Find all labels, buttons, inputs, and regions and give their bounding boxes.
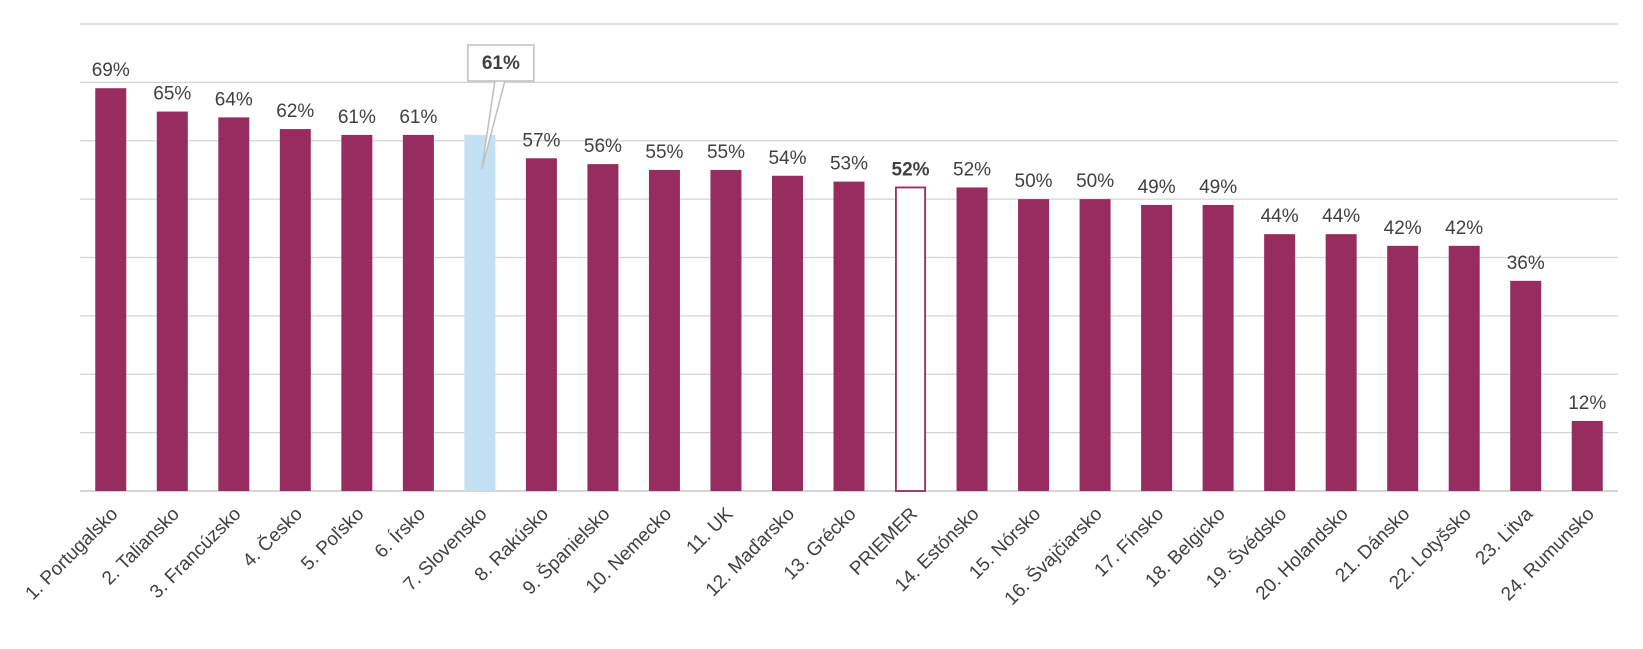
data-labels: 69% 65% 64% 62% 61% 61% 57% 56% 55% 55% 54% 53% 52% 5… — [92, 60, 1607, 414]
bar — [1510, 280, 1542, 491]
x-tick-label: 4. Česko — [238, 503, 307, 572]
bar — [156, 111, 188, 491]
bar — [833, 181, 865, 492]
bar — [1571, 420, 1603, 491]
data-label: 57% — [522, 130, 560, 151]
bar — [279, 129, 311, 491]
data-label: 49% — [1199, 177, 1237, 198]
data-label: 50% — [1076, 171, 1114, 192]
data-label: 55% — [645, 142, 683, 163]
bar — [525, 158, 557, 491]
data-label: 53% — [830, 154, 868, 175]
callout-label: 61% — [482, 53, 520, 74]
bar — [1079, 199, 1111, 491]
bar — [648, 169, 680, 491]
bar — [464, 134, 496, 491]
bars — [95, 88, 1603, 492]
bar — [710, 169, 742, 491]
x-tick-label: 6. Írsko — [371, 504, 430, 563]
callout-pointer — [481, 80, 506, 170]
data-label: 56% — [584, 136, 622, 157]
data-label: 42% — [1384, 218, 1422, 239]
x-tick-label: 11. UK — [683, 503, 738, 558]
data-label: 64% — [215, 89, 253, 110]
data-label: 65% — [153, 84, 191, 105]
bar — [895, 186, 927, 492]
bar — [1141, 204, 1173, 491]
callout-box — [467, 44, 535, 82]
bar — [956, 187, 988, 491]
data-label: 55% — [707, 142, 745, 163]
bar — [1202, 204, 1234, 491]
data-label: 69% — [92, 60, 130, 81]
bar — [1325, 234, 1357, 491]
x-tick-label: 5. Poľsko — [297, 504, 368, 575]
data-label: 61% — [338, 107, 376, 128]
data-label: 62% — [276, 101, 314, 122]
bar — [95, 88, 127, 492]
bar — [341, 134, 373, 491]
bar — [1264, 234, 1296, 491]
data-label: 12% — [1568, 393, 1606, 414]
bar — [1018, 199, 1050, 491]
data-label: 52% — [892, 159, 930, 180]
data-label: 52% — [953, 159, 991, 180]
data-label: 49% — [1138, 177, 1176, 198]
data-label: 36% — [1507, 253, 1545, 274]
data-label: 50% — [1015, 171, 1053, 192]
bar — [402, 134, 434, 491]
data-label: 42% — [1445, 218, 1483, 239]
bar — [771, 175, 803, 491]
bar — [218, 117, 250, 492]
highlight-callout: 61% — [467, 44, 535, 170]
bar — [587, 164, 619, 491]
data-label: 44% — [1322, 206, 1360, 227]
x-tick-label: 1. Portugalsko — [22, 504, 123, 605]
bar — [1448, 245, 1480, 491]
data-label: 44% — [1261, 206, 1299, 227]
bar — [1387, 245, 1419, 491]
data-label: 54% — [768, 148, 806, 169]
data-label: 61% — [399, 107, 437, 128]
